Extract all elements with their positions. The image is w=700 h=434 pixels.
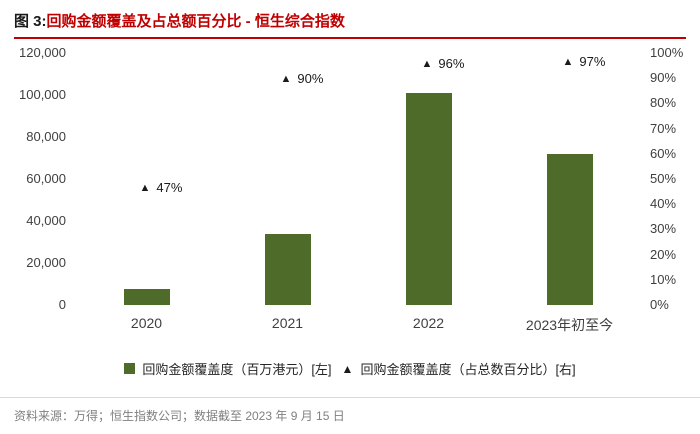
right-axis-tick: 60% bbox=[650, 145, 677, 161]
triangle-series-icon: ▲ bbox=[341, 361, 354, 376]
legend-item-bar: 回购金额覆盖度（百万港元）[左] bbox=[124, 359, 332, 378]
bar-2021 bbox=[264, 233, 311, 305]
right-axis-tick: 100% bbox=[650, 45, 684, 60]
plot-area: ▲ 47% ▲ 90% ▲ 96% ▲ 97% bbox=[76, 53, 640, 305]
left-axis-tick: 100,000 bbox=[19, 87, 66, 102]
marker-2021: ▲ 90% bbox=[281, 71, 324, 87]
x-label-2020: 2020 bbox=[130, 315, 163, 331]
x-label-2022: 2022 bbox=[412, 315, 445, 331]
x-axis-labels: 2020 2021 2022 2023年初至今 bbox=[76, 315, 640, 335]
marker-value-label: 96% bbox=[438, 56, 465, 72]
bar-2023年初至今 bbox=[546, 153, 593, 305]
left-y-axis: 0 20,000 40,000 60,000 80,000 100,000 120,000 bbox=[14, 45, 76, 312]
right-axis-tick: 70% bbox=[650, 120, 677, 136]
chart-title-main: 回购金额覆盖及占总额百分比 - 恒生综合指数 bbox=[46, 13, 345, 30]
left-axis-tick: 60,000 bbox=[26, 171, 66, 186]
left-axis-tick: 80,000 bbox=[26, 129, 66, 144]
left-axis-tick: 40,000 bbox=[26, 213, 66, 228]
chart-title: 图 3:回购金额覆盖及占总额百分比 - 恒生综合指数 bbox=[14, 10, 686, 39]
right-axis-tick: 30% bbox=[650, 221, 677, 237]
legend-item-marker: ▲ 回购金额覆盖度（占总数百分比）[右] bbox=[342, 359, 576, 378]
left-axis-tick: 20,000 bbox=[26, 255, 66, 270]
x-label-2021: 2021 bbox=[271, 315, 304, 331]
right-axis-tick: 50% bbox=[650, 171, 677, 186]
right-axis-tick: 80% bbox=[650, 95, 677, 111]
triangle-marker-icon: ▲ bbox=[280, 73, 292, 86]
marker-value-label: 97% bbox=[579, 53, 606, 69]
right-axis-tick: 40% bbox=[650, 196, 677, 212]
right-axis-tick: 90% bbox=[650, 70, 677, 86]
left-axis-tick: 0 bbox=[58, 297, 66, 312]
marker-value-label: 47% bbox=[156, 179, 183, 195]
right-axis-tick: 20% bbox=[650, 246, 677, 262]
x-axis-spacer-left bbox=[14, 315, 76, 335]
right-y-axis: 0% 10% 20% 30% 40% 50% 60% 70% 80% 90% 100% bbox=[640, 45, 686, 312]
bar-2020 bbox=[123, 289, 170, 305]
triangle-marker-icon: ▲ bbox=[562, 55, 574, 68]
triangle-marker-icon: ▲ bbox=[421, 58, 433, 71]
bar-2022 bbox=[405, 92, 452, 305]
bar-series-icon bbox=[124, 363, 136, 374]
triangle-marker-icon: ▲ bbox=[139, 181, 151, 194]
left-axis-tick: 120,000 bbox=[19, 45, 66, 60]
x-label-2023年初至今: 2023年初至今 bbox=[525, 317, 614, 333]
x-axis: 2020 2021 2022 2023年初至今 bbox=[14, 315, 686, 335]
legend: 回购金额覆盖度（百万港元）[左] ▲ 回购金额覆盖度（占总数百分比）[右] bbox=[14, 359, 686, 378]
chart-title-prefix: 图 3: bbox=[14, 13, 47, 30]
right-axis-tick: 10% bbox=[650, 271, 677, 287]
marker-2022: ▲ 96% bbox=[422, 56, 465, 72]
chart-area: 0 20,000 40,000 60,000 80,000 100,000 120,000 … bbox=[14, 45, 686, 312]
marker-2020: ▲ 47% bbox=[140, 180, 183, 196]
legend-label-bar: 回购金额覆盖度（百万港元）[左] bbox=[142, 362, 332, 377]
marker-2023年初至今: ▲ 97% bbox=[563, 54, 606, 70]
right-axis-tick: 0% bbox=[650, 297, 669, 312]
marker-value-label: 90% bbox=[297, 71, 324, 87]
source-note: 资料来源：万得；恒生指数公司；数据截至 2023 年 9 月 15 日 bbox=[0, 397, 700, 434]
legend-label-marker: 回购金额覆盖度（占总数百分比）[右] bbox=[360, 362, 576, 377]
x-axis-spacer-right bbox=[640, 315, 686, 335]
